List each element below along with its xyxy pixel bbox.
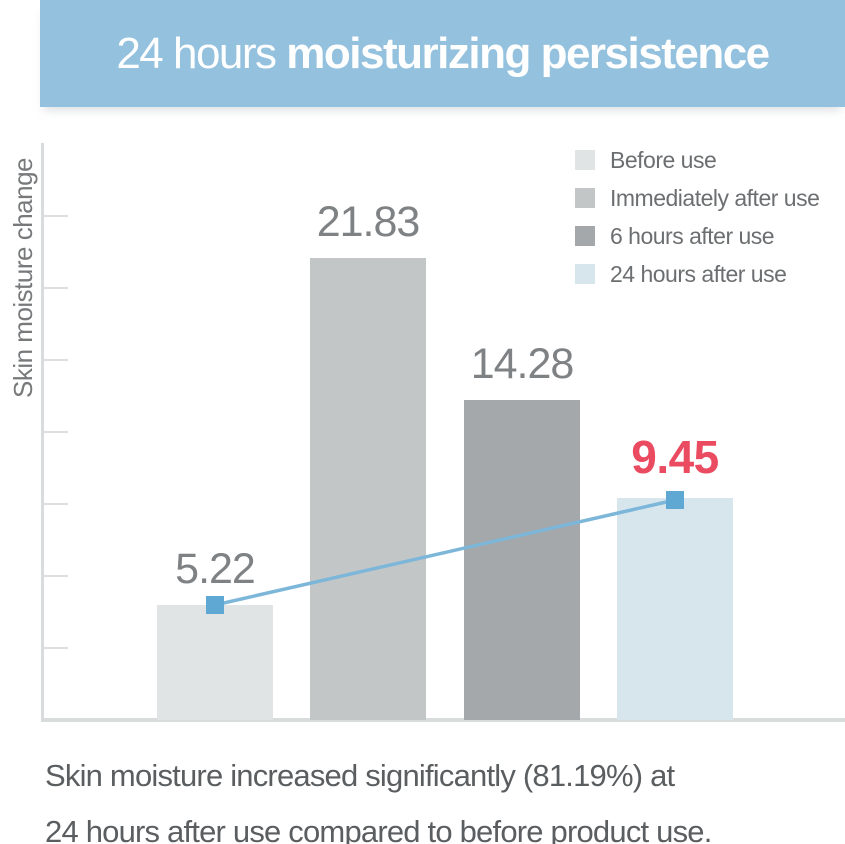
legend-swatch — [575, 264, 595, 284]
y-axis-tick — [44, 215, 68, 217]
y-axis-tick — [44, 359, 68, 361]
legend-label: Before use — [610, 146, 717, 173]
trend-line — [214, 498, 676, 607]
bar-immediately-after-use — [310, 258, 426, 720]
y-axis-line — [41, 143, 44, 722]
x-axis-baseline — [41, 718, 845, 722]
legend-label: Immediately after use — [610, 184, 820, 211]
title-bold-part: moisturizing persistence — [286, 28, 770, 78]
legend: Before use Immediately after use 6 hours a… — [575, 147, 820, 302]
y-axis-label: Skin moisture change — [8, 157, 38, 399]
legend-swatch — [575, 150, 595, 170]
legend-item: 24 hours after use — [575, 261, 819, 287]
legend-label: 6 hours after use — [610, 222, 775, 249]
y-axis-tick — [44, 647, 68, 649]
bar-before-use — [157, 605, 273, 720]
legend-item: 6 hours after use — [575, 223, 819, 249]
legend-item: Before use — [575, 147, 819, 173]
bar-6-hours-after-use — [464, 400, 580, 720]
y-axis-tick — [44, 287, 68, 289]
value-label: 9.45 — [631, 431, 719, 483]
value-label: 21.83 — [316, 198, 421, 246]
legend-swatch — [575, 226, 595, 246]
value-label: 14.28 — [470, 340, 575, 388]
title-banner: 24 hours moisturizing persistence — [40, 0, 845, 107]
caption-line-1: Skin moisture increased significantly (8… — [45, 758, 675, 793]
legend-item: Immediately after use — [575, 185, 820, 211]
legend-swatch — [575, 188, 595, 208]
caption: Skin moisture increased significantly (8… — [45, 748, 712, 844]
value-label: 5.22 — [175, 545, 256, 593]
caption-line-2: 24 hours after use compared to before pr… — [45, 814, 712, 844]
y-axis-tick — [44, 503, 68, 505]
title-light-part: 24 hours — [116, 28, 287, 78]
y-axis-tick — [44, 431, 68, 433]
page-title: 24 hours moisturizing persistence — [116, 28, 770, 79]
y-axis-tick — [44, 575, 68, 577]
legend-label: 24 hours after use — [610, 260, 787, 287]
bar-24-hours-after-use — [617, 498, 733, 720]
